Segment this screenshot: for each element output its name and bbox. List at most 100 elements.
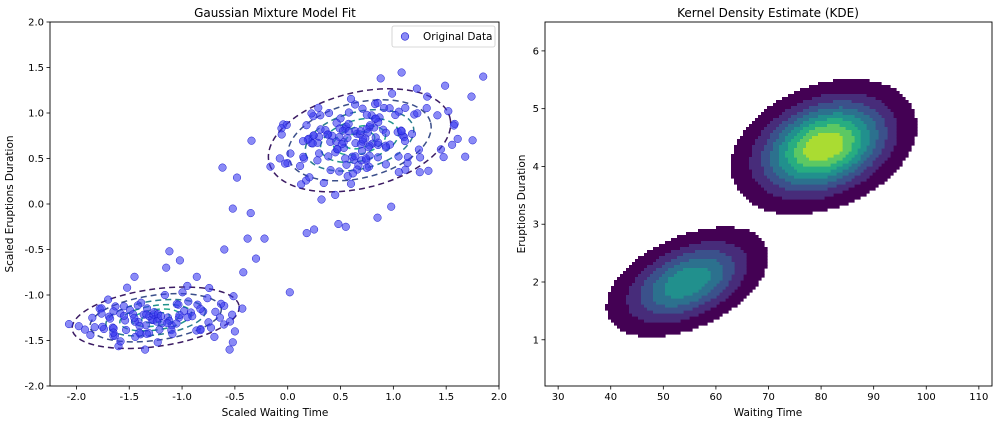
kde-density-cell: [818, 133, 840, 137]
x-tick-label: 30: [552, 392, 565, 403]
gmm-contour-ellipse: [71, 286, 240, 350]
kde-density-cell: [800, 88, 897, 92]
scatter-point: [441, 81, 450, 90]
kde-density-cell: [716, 226, 735, 230]
legend-label: Original Data: [423, 31, 493, 43]
scatter-point: [316, 111, 325, 120]
scatter-point: [130, 272, 139, 281]
kde-density-cell: [794, 166, 837, 170]
y-tick-label: 1: [533, 335, 539, 346]
kde-density-cell: [797, 169, 831, 173]
kde-density-cell: [674, 274, 711, 278]
kde-density-cell: [788, 172, 837, 176]
y-tick-label: 0.0: [28, 200, 44, 211]
scatter-point: [444, 107, 453, 116]
scatter-point: [331, 190, 340, 199]
y-tick-label: 1.5: [28, 63, 44, 74]
scatter-point: [356, 127, 365, 136]
scatter-point: [307, 109, 316, 118]
kde-density-cell: [689, 244, 735, 248]
scatter-point: [394, 168, 403, 177]
scatter-point: [275, 154, 284, 163]
kde-density-cell: [638, 334, 666, 338]
scatter-point: [90, 323, 99, 332]
kde-density-cell: [839, 106, 843, 110]
kde-density-layers: [605, 79, 918, 338]
scatter-point: [424, 166, 433, 175]
kde-density-cell: [818, 115, 855, 119]
kde-density-cell: [617, 325, 699, 329]
scatter-point: [310, 225, 319, 234]
x-tick-label: 80: [815, 392, 828, 403]
scatter-point: [64, 320, 74, 329]
kde-density-cell: [764, 208, 828, 212]
kde-density-cell: [803, 148, 843, 152]
scatter-point: [314, 103, 323, 112]
scatter-point: [160, 290, 169, 300]
scatter-point: [218, 163, 227, 172]
scatter-point: [400, 137, 410, 146]
kde-density-cell: [665, 283, 705, 287]
kde-density-cell: [773, 193, 834, 197]
kde-density-cell: [698, 229, 750, 233]
scatter-point: [239, 268, 248, 277]
scatter-point: [192, 272, 201, 281]
y-tick-label: 2: [533, 278, 539, 289]
kde-density-cell: [644, 319, 681, 323]
kde-density-cell: [806, 145, 843, 149]
gmm-x-ticks: -2.0 -1.5 -1.0 -0.5 0.0 0.5 1.0 1.5 2.0: [67, 386, 507, 403]
scatter-point: [436, 145, 445, 154]
scatter-point: [74, 322, 83, 331]
scatter-point: [206, 323, 216, 332]
scatter-point: [109, 328, 118, 337]
kde-density-cell: [671, 238, 762, 242]
scatter-point: [133, 301, 142, 310]
scatter-point: [163, 319, 172, 328]
x-tick-label: 90: [867, 392, 880, 403]
gmm-y-axis-label: Scaled Eruptions Duration: [4, 135, 16, 272]
scatter-point: [373, 213, 382, 222]
scatter-point: [285, 288, 294, 297]
kde-density-cell: [695, 250, 720, 254]
scatter-point: [104, 295, 113, 304]
kde-density-cell: [815, 127, 846, 131]
kde-density-cell: [668, 277, 711, 281]
y-tick-label: -1.5: [24, 336, 44, 347]
scatter-point: [215, 313, 224, 322]
kde-density-cell: [806, 154, 834, 158]
scatter-point: [98, 322, 107, 331]
scatter-point: [376, 74, 385, 83]
scatter-point: [232, 173, 242, 182]
scatter-point: [168, 329, 177, 339]
scatter-point: [184, 297, 193, 306]
kde-x-ticks: 30 40 50 60 70 80 90 100 110: [552, 386, 988, 403]
scatter-point: [119, 302, 128, 311]
scatter-point: [119, 311, 129, 320]
scatter-point: [344, 119, 353, 128]
x-tick-label: -1.5: [119, 392, 139, 403]
kde-density-cell: [815, 121, 852, 125]
kde-density-cell: [677, 256, 732, 260]
scatter-point: [315, 149, 324, 158]
scatter-point: [155, 325, 164, 334]
scatter-point: [351, 100, 360, 109]
scatter-point: [135, 328, 144, 337]
kde-density-cell: [758, 205, 840, 209]
gmm-y-ticks: -2.0 -1.5 -1.0 -0.5 0.0 0.5 1.0 1.5 2.0: [24, 18, 50, 393]
kde-density-cell: [797, 160, 837, 164]
scatter-point: [348, 169, 358, 178]
x-tick-label: 0.0: [280, 392, 296, 403]
scatter-point: [302, 121, 311, 130]
scatter-point: [196, 304, 205, 313]
scatter-point: [358, 135, 367, 144]
scatter-point: [116, 337, 125, 346]
scatter-point: [97, 309, 106, 318]
scatter-point: [80, 325, 89, 334]
scatter-point: [309, 131, 318, 140]
legend: Original Data: [391, 25, 496, 48]
scatter-point: [183, 281, 192, 290]
y-tick-label: -0.5: [24, 245, 44, 256]
scatter-point: [247, 136, 256, 145]
scatter-point: [153, 338, 162, 347]
scatter-point: [86, 330, 95, 340]
